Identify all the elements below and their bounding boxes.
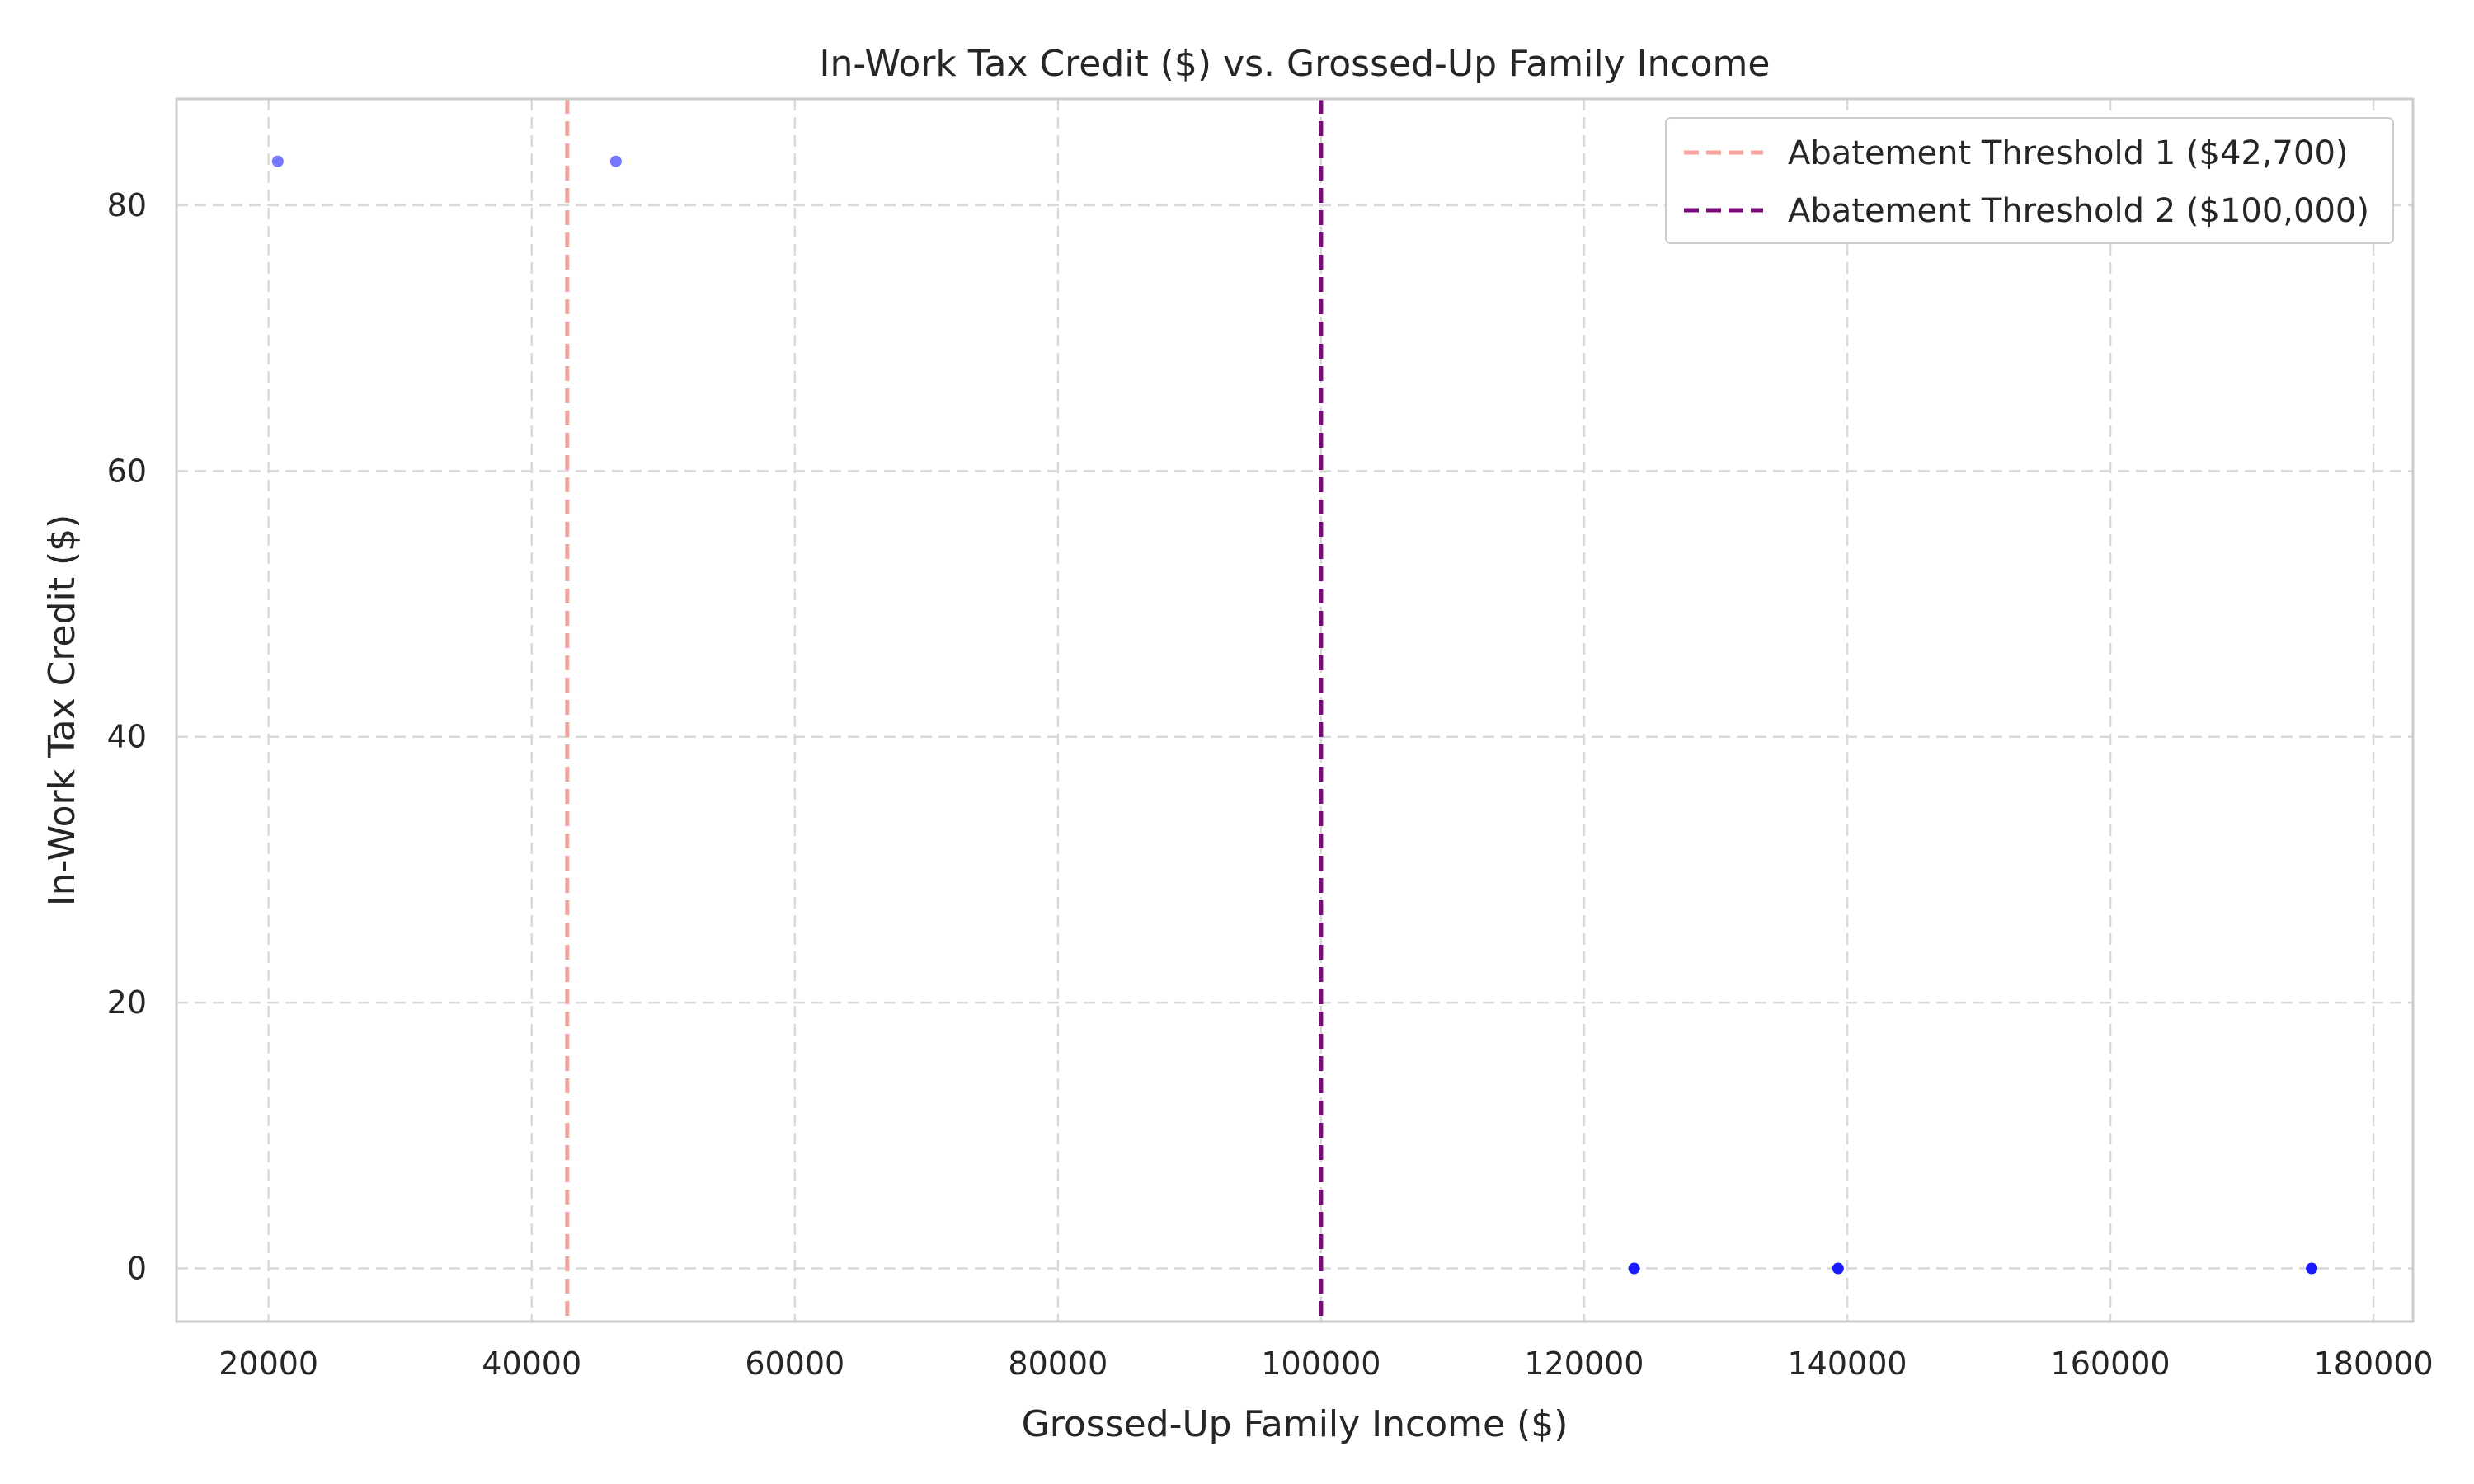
x-tick-label: 60000 (745, 1345, 844, 1382)
data-point (609, 155, 622, 167)
x-tick-label: 40000 (482, 1345, 581, 1382)
scatter-points (271, 155, 2318, 1275)
y-tick-label: 80 (107, 187, 147, 223)
legend-entry-threshold-2: Abatement Threshold 2 ($100,000) (1788, 192, 2369, 230)
x-axis-label: Grossed-Up Family Income ($) (1022, 1403, 1569, 1445)
y-axis-label: In-Work Tax Credit ($) (41, 514, 83, 907)
y-tick-label: 0 (127, 1251, 147, 1287)
data-point (2306, 1262, 2318, 1275)
data-point (1628, 1262, 1640, 1275)
y-tick-label: 40 (107, 719, 147, 755)
chart-title: In-Work Tax Credit ($) vs. Grossed-Up Fa… (820, 43, 1771, 85)
legend-entry-threshold-1: Abatement Threshold 1 ($42,700) (1788, 134, 2349, 172)
plot-frame (175, 97, 2415, 1323)
x-tick-label: 140000 (1787, 1345, 1907, 1382)
data-point (271, 155, 284, 167)
x-tick-label: 120000 (1524, 1345, 1644, 1382)
x-axis-ticks: 20000 40000 60000 80000 100000 120000 140000 16… (219, 1345, 2433, 1382)
x-tick-label: 160000 (2051, 1345, 2171, 1382)
y-tick-label: 60 (107, 453, 147, 489)
reference-lines (565, 99, 1324, 1322)
x-tick-label: 20000 (219, 1345, 318, 1382)
legend-box (1665, 117, 2394, 244)
y-axis-ticks: 0 20 40 60 80 (107, 187, 147, 1287)
x-tick-label: 80000 (1008, 1345, 1108, 1382)
legend: Abatement Threshold 1 ($42,700) Abatemen… (1665, 117, 2394, 244)
x-tick-label: 100000 (1261, 1345, 1380, 1382)
data-point (1832, 1262, 1844, 1275)
x-tick-label: 180000 (2314, 1345, 2434, 1382)
grid (176, 99, 2413, 1322)
y-tick-label: 20 (107, 984, 147, 1021)
